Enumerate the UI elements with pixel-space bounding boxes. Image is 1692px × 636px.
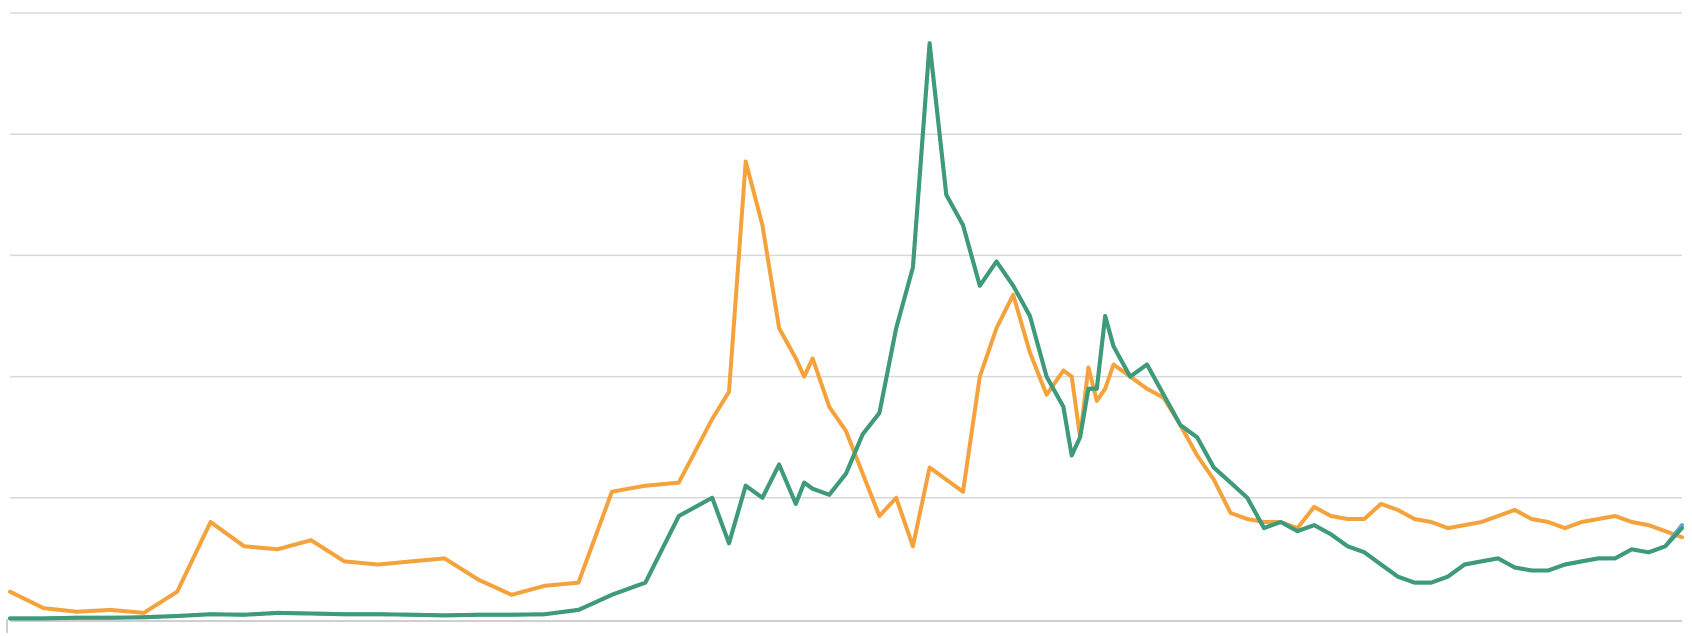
- series-line-2: [8, 41, 1684, 621]
- gridlines: [10, 12, 1682, 499]
- series-line-3: [8, 41, 1684, 621]
- series-lines: [8, 41, 1684, 621]
- series-line-1: [8, 159, 1684, 615]
- x-axis: [6, 619, 1682, 633]
